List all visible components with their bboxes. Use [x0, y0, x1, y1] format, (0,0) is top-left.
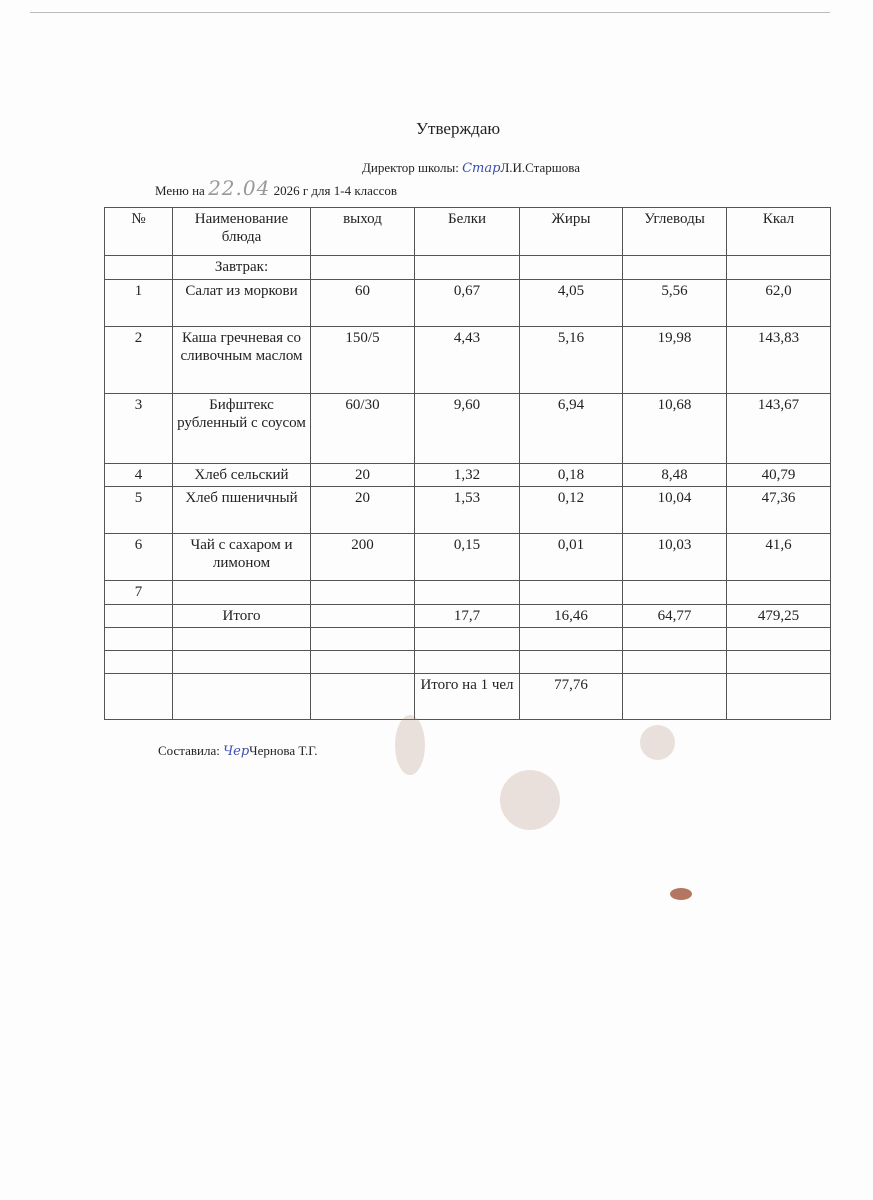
- table-cell: 8,48: [622, 463, 727, 487]
- dish-name: Хлеб пшеничный: [172, 486, 311, 534]
- table-cell: 150/5: [310, 326, 415, 394]
- table-cell: 60: [310, 279, 415, 327]
- header-cell: выход: [310, 207, 415, 256]
- table-cell: 6: [104, 533, 173, 581]
- dish-name: Хлеб сельский: [172, 463, 311, 487]
- table-cell: 19,98: [622, 326, 727, 394]
- table-cell: 10,68: [622, 393, 727, 464]
- table-cell: 4,05: [519, 279, 623, 327]
- table-cell: 0,15: [414, 533, 520, 581]
- total-carbs: 64,77: [622, 604, 727, 628]
- table-cell: 3: [104, 393, 173, 464]
- director-name: Л.И.Старшова: [500, 160, 580, 175]
- section-label: Завтрак:: [172, 255, 311, 280]
- table-row: 5 Хлеб пшеничный 20 1,53 0,12 10,04 47,36: [104, 486, 831, 534]
- table-cell: 20: [310, 486, 415, 534]
- dish-name: Каша гречневая со сливочным маслом: [172, 326, 311, 394]
- total-protein: 17,7: [414, 604, 520, 628]
- director-label: Директор школы:: [362, 160, 459, 175]
- header-cell: Белки: [414, 207, 520, 256]
- header-cell: Ккал: [726, 207, 831, 256]
- menu-suffix: 2026 г для 1-4 классов: [273, 183, 398, 198]
- table-cell: 5,16: [519, 326, 623, 394]
- table-row: 6 Чай с сахаром и лимоном 200 0,15 0,01 10,03…: [104, 533, 831, 581]
- table-cell: 20: [310, 463, 415, 487]
- table-cell: 4: [104, 463, 173, 487]
- dish-name: [172, 580, 311, 605]
- header-cell: Наименование блюда: [172, 207, 311, 256]
- dish-name: Чай с сахаром и лимоном: [172, 533, 311, 581]
- total-row: Итого 17,7 16,46 64,77 479,25: [104, 604, 831, 628]
- total-label: Итого: [172, 604, 311, 628]
- total-kcal: 479,25: [726, 604, 831, 628]
- total-fat: 16,46: [519, 604, 623, 628]
- per-person-label: Итого на 1 чел: [414, 673, 520, 720]
- menu-prefix: Меню на: [155, 183, 205, 198]
- stain: [640, 725, 675, 760]
- table-cell: 0,18: [519, 463, 623, 487]
- table-cell: 47,36: [726, 486, 831, 534]
- table-row: 1 Салат из моркови 60 0,67 4,05 5,56 62,0: [104, 279, 831, 327]
- header-cell: Жиры: [519, 207, 623, 256]
- table-cell: 1,53: [414, 486, 520, 534]
- table-cell: 9,60: [414, 393, 520, 464]
- section-row: Завтрак:: [104, 255, 831, 280]
- stain: [395, 715, 425, 775]
- table-cell: 143,67: [726, 393, 831, 464]
- dish-name: Бифштекс рубленный с соусом: [172, 393, 311, 464]
- table-cell: [310, 580, 415, 605]
- total-cell: [104, 604, 173, 628]
- table-cell: 2: [104, 326, 173, 394]
- header-cell: Углеводы: [622, 207, 727, 256]
- header-row: № Наименование блюда выход Белки Жиры Уг…: [104, 207, 831, 256]
- table-cell: 6,94: [519, 393, 623, 464]
- table-cell: 5: [104, 486, 173, 534]
- table-cell: 62,0: [726, 279, 831, 327]
- menu-date: 22.04: [208, 176, 271, 200]
- table-cell: 5,56: [622, 279, 727, 327]
- empty-row: [104, 627, 831, 651]
- table-row: 2 Каша гречневая со сливочным маслом 150/5…: [104, 326, 831, 394]
- table-cell: 40,79: [726, 463, 831, 487]
- menu-table: № Наименование блюда выход Белки Жиры Уг…: [104, 207, 831, 720]
- director-signature: Стар: [462, 161, 501, 176]
- director-line: Директор школы: СтарЛ.И.Старшова: [362, 160, 580, 176]
- table-cell: 10,04: [622, 486, 727, 534]
- composer-signature: Чер: [223, 744, 250, 759]
- table-cell: 7: [104, 580, 173, 605]
- menu-title: Меню на 22.04 2026 г для 1-4 классов: [155, 176, 397, 200]
- composer-name: Чернова Т.Г.: [249, 743, 318, 758]
- table-cell: 200: [310, 533, 415, 581]
- table-cell: 0,67: [414, 279, 520, 327]
- table-cell: 1,32: [414, 463, 520, 487]
- table-cell: 0,01: [519, 533, 623, 581]
- approval-heading: Утверждаю: [416, 119, 501, 138]
- table-cell: 143,83: [726, 326, 831, 394]
- per-person-value: 77,76: [519, 673, 623, 720]
- table-row: 7: [104, 580, 831, 605]
- table-cell: 1: [104, 279, 173, 327]
- scan-edge-line: [30, 12, 830, 13]
- table-row: 3 Бифштекс рубленный с соусом 60/30 9,60 6,9…: [104, 393, 831, 464]
- composed-by-line: Составила: ЧерЧернова Т.Г.: [158, 743, 318, 759]
- composed-label: Составила:: [158, 743, 220, 758]
- header-cell: №: [104, 207, 173, 256]
- per-person-row: Итого на 1 чел 77,76: [104, 673, 831, 720]
- table-cell: 4,43: [414, 326, 520, 394]
- table-row: 4 Хлеб сельский 20 1,32 0,18 8,48 40,79: [104, 463, 831, 487]
- table-cell: [519, 580, 623, 605]
- stain: [500, 770, 560, 830]
- dish-name: Салат из моркови: [172, 279, 311, 327]
- table-cell: [622, 580, 727, 605]
- table-cell: 0,12: [519, 486, 623, 534]
- empty-row: [104, 650, 831, 674]
- table-cell: 60/30: [310, 393, 415, 464]
- table-cell: [726, 580, 831, 605]
- table-cell: 41,6: [726, 533, 831, 581]
- total-cell: [310, 604, 415, 628]
- table-cell: [414, 580, 520, 605]
- stain: [670, 888, 692, 900]
- table-cell: 10,03: [622, 533, 727, 581]
